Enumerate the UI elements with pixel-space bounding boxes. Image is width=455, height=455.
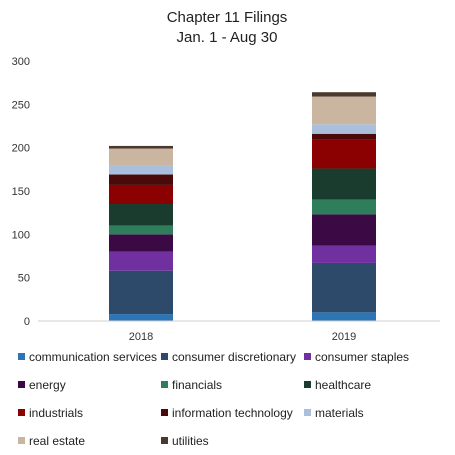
bar-segment-2018-2 — [109, 251, 173, 271]
bars — [109, 92, 376, 321]
legend-label: materials — [315, 406, 364, 420]
legend-label: consumer discretionary — [172, 350, 296, 364]
bar-segment-2018-8 — [109, 165, 173, 175]
legend: communication services consumer discretio… — [18, 350, 409, 448]
bar-segment-2019-5 — [312, 168, 376, 200]
legend-swatch — [304, 409, 311, 416]
y-tick-label: 300 — [12, 56, 30, 68]
y-axis: 0 50 100 150 200 250 300 — [12, 56, 30, 328]
legend-swatch — [18, 353, 25, 360]
bar-segment-2018-3 — [109, 234, 173, 252]
x-tick-label: 2019 — [332, 331, 356, 343]
bar-segment-2018-1 — [109, 270, 173, 315]
legend-label: financials — [172, 378, 222, 392]
legend-swatch — [304, 353, 311, 360]
legend-label: communication services — [29, 350, 157, 364]
chart-subtitle: Jan. 1 - Aug 30 — [177, 29, 278, 46]
legend-label: healthcare — [315, 378, 371, 392]
legend-label: real estate — [29, 434, 85, 448]
legend-label: utilities — [172, 434, 209, 448]
y-tick-label: 50 — [18, 273, 30, 285]
bar-segment-2019-0 — [312, 312, 376, 321]
y-tick-label: 0 — [24, 316, 30, 328]
legend-label: energy — [29, 378, 66, 392]
legend-swatch — [18, 437, 25, 444]
bar-segment-2018-10 — [109, 145, 173, 149]
bar-segment-2019-8 — [312, 124, 376, 134]
legend-swatch — [161, 437, 168, 444]
bar-segment-2018-5 — [109, 204, 173, 226]
legend-swatch — [18, 381, 25, 388]
bar-segment-2019-7 — [312, 133, 376, 140]
legend-swatch — [304, 381, 311, 388]
bar-segment-2019-2 — [312, 245, 376, 263]
x-axis: 2018 2019 — [129, 331, 356, 343]
y-tick-label: 200 — [12, 143, 30, 155]
y-tick-label: 100 — [12, 229, 30, 241]
bar-segment-2019-4 — [312, 199, 376, 215]
legend-label: information technology — [172, 406, 293, 420]
y-tick-label: 250 — [12, 99, 30, 111]
legend-swatch — [161, 353, 168, 360]
legend-label: consumer staples — [315, 350, 409, 364]
bar-segment-2019-10 — [312, 92, 376, 97]
bar-segment-2018-4 — [109, 225, 173, 235]
x-tick-label: 2018 — [129, 331, 153, 343]
bar-segment-2018-6 — [109, 184, 173, 204]
chart-title: Chapter 11 Filings — [167, 9, 288, 26]
bar-segment-2018-9 — [109, 148, 173, 166]
legend-label: industrials — [29, 406, 83, 420]
bar-segment-2019-1 — [312, 262, 376, 313]
bar-segment-2019-3 — [312, 214, 376, 246]
bar-segment-2019-6 — [312, 139, 376, 169]
legend-swatch — [161, 409, 168, 416]
bar-segment-2019-9 — [312, 96, 376, 125]
legend-swatch — [161, 381, 168, 388]
y-tick-label: 150 — [12, 186, 30, 198]
legend-swatch — [18, 409, 25, 416]
bar-segment-2018-0 — [109, 314, 173, 321]
bar-segment-2018-7 — [109, 174, 173, 185]
